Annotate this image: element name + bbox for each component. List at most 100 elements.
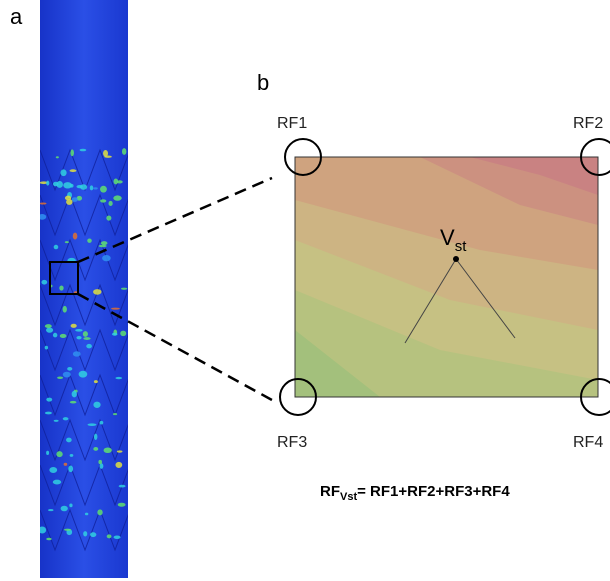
texture (53, 333, 57, 338)
texture (38, 527, 46, 534)
texture (53, 480, 61, 485)
texture (45, 346, 48, 350)
formula-subscript: Vst (340, 491, 357, 503)
texture (85, 513, 88, 516)
corner-label: RF2 (573, 115, 603, 132)
texture (46, 538, 52, 541)
texture (94, 380, 98, 383)
texture (118, 503, 126, 507)
corner-label: RF1 (277, 115, 307, 132)
texture (115, 377, 122, 379)
texture (117, 450, 123, 452)
texture (70, 401, 77, 404)
texture (80, 184, 87, 189)
texture (93, 402, 100, 408)
texture (79, 371, 88, 378)
texture (83, 531, 87, 536)
texture (56, 156, 59, 158)
texture (114, 536, 121, 539)
texture (94, 434, 97, 440)
texture (48, 509, 53, 511)
texture (70, 149, 74, 156)
texture (107, 534, 112, 538)
texture (104, 155, 112, 157)
texture (46, 181, 49, 186)
texture (65, 196, 71, 201)
texture (112, 333, 118, 336)
texture (72, 391, 77, 398)
panel-label: b (257, 70, 269, 95)
texture (100, 199, 106, 202)
texture (98, 460, 102, 464)
point-name: V (440, 225, 455, 250)
texture (46, 451, 49, 455)
texture (97, 509, 102, 515)
corner-label: RF4 (573, 434, 603, 451)
texture (73, 351, 81, 356)
texture (80, 149, 87, 151)
formula-rhs: = RF1+RF2+RF3+RF4 (357, 483, 510, 500)
texture (59, 285, 63, 290)
texture (46, 398, 52, 402)
texture (93, 187, 98, 189)
texture (120, 331, 126, 337)
point (453, 256, 459, 262)
texture (119, 485, 126, 488)
formula-lhs: RF (320, 483, 340, 500)
texture (56, 451, 62, 457)
texture (63, 417, 69, 420)
texture (115, 462, 122, 468)
texture (46, 328, 53, 333)
texture (104, 447, 112, 453)
texture (45, 412, 52, 415)
texture (83, 337, 90, 340)
texture (54, 245, 59, 249)
texture (64, 463, 68, 466)
texture (71, 324, 77, 328)
texture (93, 447, 98, 451)
texture (90, 185, 93, 190)
texture (63, 372, 71, 378)
contour-map (295, 157, 598, 397)
formula: RFVst= RF1+RF2+RF3+RF4 (320, 483, 510, 503)
texture (76, 336, 81, 339)
texture (83, 331, 88, 337)
texture (122, 148, 126, 155)
texture (70, 184, 74, 188)
texture (64, 529, 71, 531)
stent-image (40, 0, 128, 578)
texture (73, 233, 78, 240)
texture (100, 186, 107, 193)
texture (101, 241, 108, 245)
texture (90, 532, 96, 537)
texture (61, 506, 68, 511)
texture (113, 413, 117, 415)
texture (66, 438, 72, 443)
texture (70, 454, 74, 457)
texture (60, 169, 66, 176)
texture (72, 197, 78, 202)
point-subscript: st (455, 238, 468, 255)
texture (56, 181, 63, 188)
texture (99, 245, 107, 247)
texture (38, 214, 46, 220)
texture (68, 466, 73, 473)
figure: a b Vst RF1 RF2 RF3 RF4 RFVst= RF1+RF2+R… (0, 0, 610, 581)
texture (102, 255, 111, 261)
texture (87, 238, 92, 242)
texture (70, 169, 77, 172)
texture (63, 306, 67, 313)
texture (121, 288, 127, 290)
texture (65, 241, 69, 243)
texture (106, 215, 111, 220)
texture (45, 324, 52, 328)
texture (40, 202, 47, 204)
texture (75, 329, 82, 332)
texture (111, 308, 120, 310)
panel-label: a (10, 4, 23, 29)
texture (54, 420, 59, 422)
texture (86, 344, 92, 349)
texture (93, 289, 101, 295)
page: a b Vst RF1 RF2 RF3 RF4 RFVst= RF1+RF2+R… (0, 0, 610, 581)
corner-label: RF3 (277, 434, 307, 451)
